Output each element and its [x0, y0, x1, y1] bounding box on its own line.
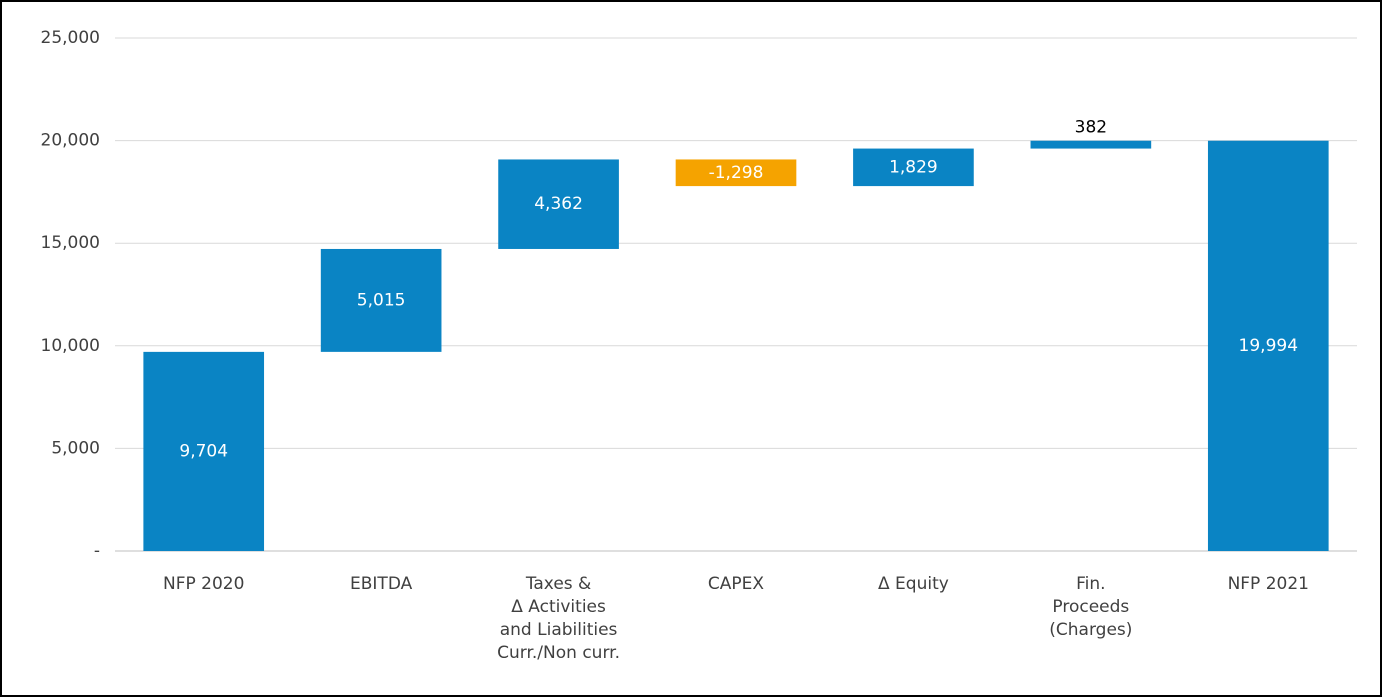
y-tick-label: 20,000 [41, 131, 100, 151]
data-label: -1,298 [709, 163, 764, 183]
y-tick-label: 15,000 [41, 233, 100, 253]
x-tick-label: Fin. Proceeds (Charges) [1049, 574, 1132, 640]
x-tick-label: EBITDA [350, 574, 413, 594]
x-tick-label: Δ Equity [878, 574, 949, 594]
data-label: 1,829 [889, 157, 938, 177]
bar [1030, 140, 1152, 149]
bar [853, 148, 974, 187]
bar [498, 159, 619, 249]
bar [675, 159, 797, 187]
bar [320, 248, 442, 352]
x-tick-label: CAPEX [708, 574, 764, 594]
data-label: 5,015 [357, 290, 406, 310]
y-tick-label: 10,000 [41, 336, 100, 356]
data-label: 9,704 [179, 441, 228, 461]
x-tick-label: Taxes & Δ Activities and Liabilities Curr./… [497, 574, 620, 663]
data-label: 19,994 [1239, 336, 1298, 356]
data-label: 4,362 [534, 194, 583, 214]
y-tick-label: - [94, 541, 100, 561]
bar [1207, 140, 1329, 551]
y-tick-label: 25,000 [41, 28, 100, 48]
x-tick-label: NFP 2020 [163, 574, 244, 594]
x-tick-label: NFP 2021 [1228, 574, 1309, 594]
bar [143, 351, 265, 551]
data-label: 382 [1075, 118, 1107, 138]
y-tick-label: 5,000 [51, 438, 100, 458]
